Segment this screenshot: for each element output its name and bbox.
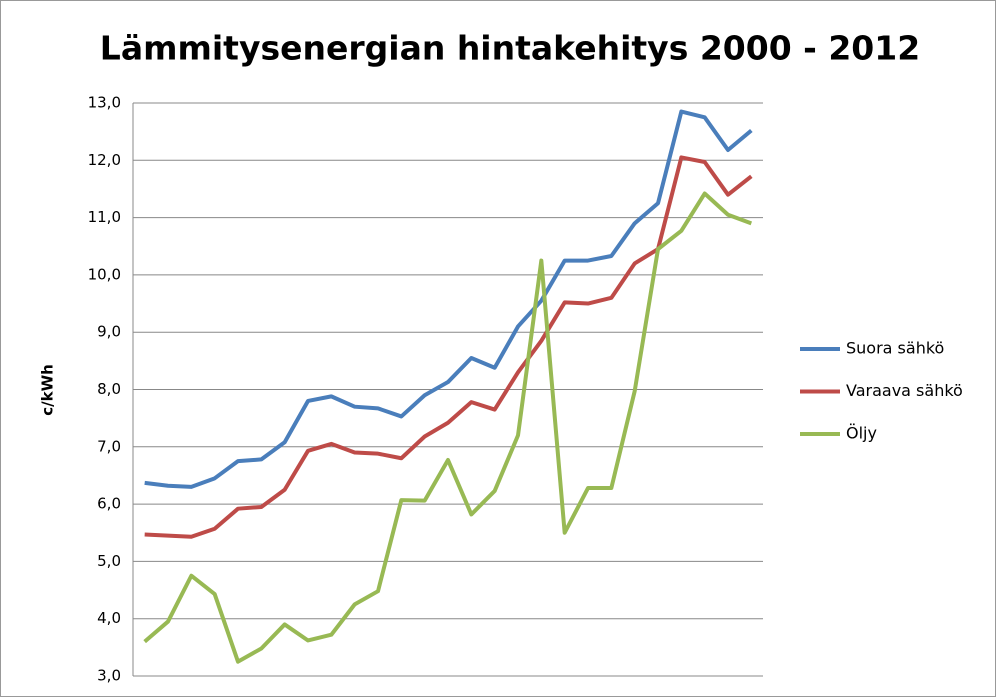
y-tick-label: 7,0 bbox=[97, 437, 121, 455]
y-tick-label: 13,0 bbox=[88, 94, 121, 112]
y-tick-label: 11,0 bbox=[88, 208, 121, 226]
legend-label: Varaava sähkö bbox=[846, 381, 963, 400]
y-axis-label: c/kWh bbox=[39, 364, 57, 416]
y-tick-label: 8,0 bbox=[97, 380, 121, 398]
y-tick-label: 9,0 bbox=[97, 323, 121, 341]
y-tick-label: 5,0 bbox=[97, 552, 121, 570]
series-line bbox=[144, 155, 753, 539]
y-tick-label: 12,0 bbox=[88, 151, 121, 169]
chart-title: Lämmitysenergian hintakehitys 2000 - 201… bbox=[100, 29, 920, 68]
y-tick-label: 6,0 bbox=[97, 495, 121, 513]
y-tick-label: 4,0 bbox=[97, 609, 121, 627]
y-tick-label: 3,0 bbox=[97, 667, 121, 685]
legend-label: Öljy bbox=[846, 424, 877, 443]
y-tick-label: 10,0 bbox=[88, 265, 121, 283]
series-line bbox=[144, 109, 753, 489]
legend-label: Suora sähkö bbox=[846, 339, 944, 358]
series-line bbox=[143, 191, 753, 664]
